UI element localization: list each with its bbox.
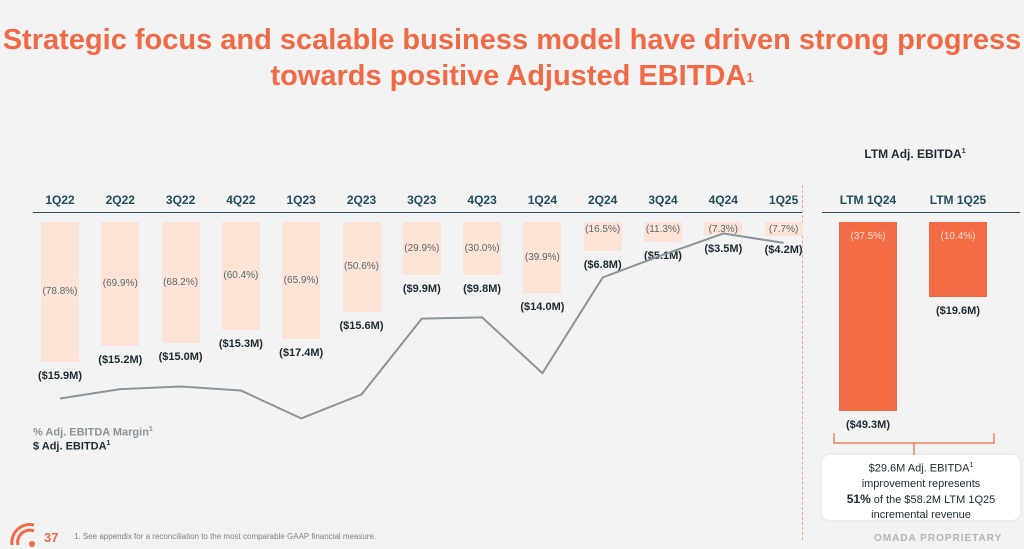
margin-bar	[764, 222, 803, 236]
quarter-label: 1Q22	[45, 193, 75, 207]
callout-line1: $29.6M Adj. EBITDA1	[868, 462, 974, 475]
margin-label: (65.9%)	[283, 274, 319, 286]
quarter-label: 3Q22	[165, 193, 196, 207]
quarter-label: 1Q25	[768, 193, 799, 207]
margin-label: (7.3%)	[708, 224, 739, 235]
ltm-margin-label: (10.4%)	[940, 231, 976, 242]
ltm-margin-label: (37.5%)	[850, 231, 886, 242]
margin-bar	[583, 222, 622, 252]
margin-label: (30.0%)	[464, 242, 500, 254]
page-number: 37	[44, 530, 59, 545]
usd-label: ($9.9M)	[402, 283, 441, 296]
legend-margin: % Adj. EBITDA Margin1	[33, 426, 153, 439]
quarter-label: 1Q23	[286, 193, 316, 207]
usd-label: ($9.8M)	[463, 283, 502, 296]
margin-label: (50.6%)	[343, 261, 379, 273]
margin-bar	[463, 222, 502, 276]
margin-bar	[282, 222, 321, 340]
ltm-ebitda-bar	[839, 222, 897, 412]
quarter-label: 2Q24	[588, 193, 618, 207]
quarter-axis-line	[33, 212, 803, 213]
quarter-label: 3Q23	[407, 193, 437, 207]
margin-bar	[402, 222, 441, 276]
margin-label: (39.9%)	[524, 251, 560, 263]
margin-label: (11.3%)	[645, 224, 681, 235]
quarter-label: 2Q22	[105, 193, 135, 207]
margin-bar	[221, 222, 260, 330]
quarter-label: 4Q24	[708, 193, 738, 207]
usd-trend-line	[59, 232, 784, 420]
page-title-line1: Strategic focus and scalable business mo…	[2, 24, 1022, 56]
margin-label: (16.5%)	[585, 224, 621, 235]
margin-bar	[523, 222, 562, 294]
ltm-axis-line	[822, 212, 1020, 213]
usd-label: ($15.6M)	[339, 320, 384, 333]
usd-label: ($6.8M)	[583, 259, 622, 272]
ltm-chart-title: LTM Adj. EBITDA1	[864, 147, 966, 161]
ltm-usd-label: ($19.6M)	[935, 305, 981, 318]
quarter-label: 3Q24	[648, 193, 678, 207]
ltm-ebitda-bar	[929, 222, 987, 298]
margin-label: (7.7%)	[768, 224, 799, 235]
proprietary-watermark: OMADA PROPRIETARY	[874, 533, 1003, 544]
improvement-callout: $29.6M Adj. EBITDA1 improvement represen…	[822, 455, 1020, 521]
margin-label: (68.2%)	[163, 276, 199, 288]
quarter-label: 4Q23	[467, 193, 497, 207]
section-divider	[802, 185, 803, 540]
callout-line4: incremental revenue	[871, 508, 971, 521]
ltm-period-label: LTM 1Q24	[839, 193, 897, 207]
legend-usd: $ Adj. EBITDA1	[33, 440, 111, 453]
margin-bar	[41, 222, 79, 363]
footnote: 1. See appendix for a reconciliation to …	[74, 532, 377, 541]
margin-label: (60.4%)	[223, 269, 259, 281]
margin-bar	[342, 222, 381, 313]
usd-label: ($17.4M)	[279, 347, 324, 360]
margin-bar	[101, 222, 140, 347]
callout-line3: 51% of the $58.2M LTM 1Q25	[846, 491, 996, 506]
omada-logo-icon	[10, 523, 35, 547]
ltm-period-label: LTM 1Q25	[929, 193, 987, 207]
margin-bar	[704, 222, 743, 235]
usd-label: ($15.9M)	[37, 370, 83, 383]
quarter-label: 2Q23	[346, 193, 377, 207]
quarter-label: 1Q24	[527, 193, 558, 207]
usd-label: ($15.2M)	[98, 354, 143, 367]
usd-label: ($3.5M)	[704, 242, 743, 255]
margin-bar	[644, 222, 682, 243]
quarter-label: 4Q22	[226, 193, 256, 207]
usd-label: ($14.0M)	[520, 301, 565, 314]
margin-bar	[161, 222, 200, 344]
usd-label: ($15.0M)	[158, 351, 203, 364]
usd-label: ($4.2M)	[764, 243, 803, 256]
ltm-usd-label: ($49.3M)	[845, 419, 891, 432]
callout-line2: improvement represents	[861, 477, 981, 490]
margin-label: (69.9%)	[102, 278, 138, 290]
page-title-line2: towards positive Adjusted EBITDA1	[270, 60, 754, 92]
margin-label: (78.8%)	[42, 286, 78, 298]
margin-label: (29.9%)	[404, 242, 440, 254]
usd-label: ($15.3M)	[218, 337, 263, 350]
